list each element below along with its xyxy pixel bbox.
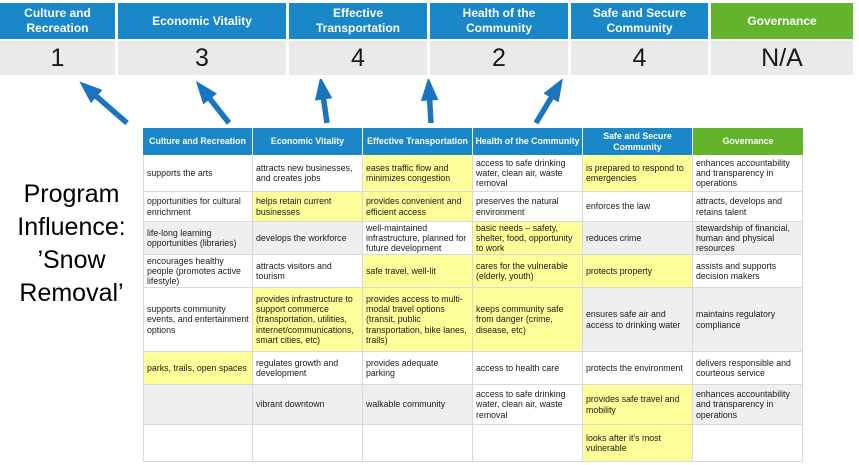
- title-line: Removal’: [19, 279, 124, 307]
- title-line: Program: [23, 180, 120, 208]
- matrix-cell: keeps community safe from danger (crime,…: [473, 288, 583, 352]
- matrix-cell: attracts visitors and tourism: [253, 255, 363, 288]
- matrix-cell: [253, 425, 363, 462]
- matrix-cell: attracts, develops and retains talent: [693, 192, 803, 222]
- matrix-cell: vibrant downtown: [253, 385, 363, 425]
- matrix-cell: provides convenient and efficient access: [363, 192, 473, 222]
- banner-header-health-of-the-community: Health of the Community: [430, 3, 568, 39]
- matrix-cell: provides safe travel and mobility: [583, 385, 693, 425]
- matrix-cell: enforces the law: [583, 192, 693, 222]
- matrix-cell: provides access to multi-modal travel op…: [363, 288, 473, 352]
- matrix-cell: safe travel, well-lit: [363, 255, 473, 288]
- matrix-cell: access to health care: [473, 352, 583, 385]
- matrix-cell: assists and supports decision makers: [693, 255, 803, 288]
- matrix-cell: walkable community: [363, 385, 473, 425]
- matrix-header-governance: Governance: [693, 128, 803, 155]
- matrix-cell: delivers responsible and courteous servi…: [693, 352, 803, 385]
- matrix-header-culture-and-recreation: Culture and Recreation: [143, 128, 253, 155]
- arrow-economic-vitality: [195, 80, 232, 125]
- banner-header-governance: Governance: [711, 3, 853, 39]
- banner-score-economic-vitality: 3: [118, 41, 286, 75]
- banner-score-governance: N/A: [711, 41, 853, 75]
- matrix-cell: protects property: [583, 255, 693, 288]
- matrix-cell: eases traffic flow and minimizes congest…: [363, 155, 473, 192]
- matrix-cell: is prepared to respond to emergencies: [583, 155, 693, 192]
- banner-score-health-of-the-community: 2: [430, 41, 568, 75]
- priority-banner: Culture and Recreation Economic Vitality E…: [0, 3, 853, 75]
- matrix-cell: enhances accountability and transparency…: [693, 385, 803, 425]
- matrix-cell: encourages healthy people (promotes acti…: [143, 255, 253, 288]
- matrix-cell: regulates growth and development: [253, 352, 363, 385]
- banner-score-culture-and-recreation: 1: [0, 41, 115, 75]
- matrix-cell: ensures safe air and access to drinking …: [583, 288, 693, 352]
- influence-arrows: [79, 79, 563, 126]
- matrix-cell: supports community events, and entertain…: [143, 288, 253, 352]
- matrix-cell: looks after it's most vulnerable: [583, 425, 693, 462]
- banner-score-effective-transportation: 4: [289, 41, 427, 75]
- matrix-header-safe-and-secure-community: Safe and Secure Community: [583, 128, 693, 155]
- matrix-header-health-of-the-community: Health of the Community: [473, 128, 583, 155]
- matrix-cell: provides infrastructure to support comme…: [253, 288, 363, 352]
- banner-header-culture-and-recreation: Culture and Recreation: [0, 3, 115, 39]
- matrix-cell: [143, 385, 253, 425]
- matrix-cell: protects the environment: [583, 352, 693, 385]
- arrow-effective-transportation: [314, 79, 333, 124]
- title-line: Influence:: [17, 213, 126, 241]
- program-influence-title: Program Influence: ’Snow Removal’: [0, 178, 143, 310]
- matrix-cell: [473, 425, 583, 462]
- banner-header-safe-and-secure-community: Safe and Secure Community: [571, 3, 708, 39]
- matrix-cell: helps retain current businesses: [253, 192, 363, 222]
- matrix-cell: basic needs – safety, shelter, food, opp…: [473, 222, 583, 255]
- matrix-cell: stewardship of financial, human and phys…: [693, 222, 803, 255]
- matrix-cell: access to safe drinking water, clean air…: [473, 155, 583, 192]
- banner-header-economic-vitality: Economic Vitality: [118, 3, 286, 39]
- matrix-cell: opportunities for cultural enrichment: [143, 192, 253, 222]
- banner-score-safe-and-secure-community: 4: [571, 41, 708, 75]
- matrix-cell: preserves the natural environment: [473, 192, 583, 222]
- matrix-header-economic-vitality: Economic Vitality: [253, 128, 363, 155]
- arrow-culture-and-recreation: [79, 81, 129, 126]
- matrix-cell: provides adequate parking: [363, 352, 473, 385]
- title-line: ’Snow: [37, 246, 106, 274]
- arrow-safe-and-secure-community: [533, 79, 563, 125]
- matrix-header-effective-transportation: Effective Transportation: [363, 128, 473, 155]
- matrix-cell: enhances accountability and transparency…: [693, 155, 803, 192]
- matrix-cell: [363, 425, 473, 462]
- matrix-cell: maintains regulatory compliance: [693, 288, 803, 352]
- matrix-cell: supports the arts: [143, 155, 253, 192]
- matrix-cell: cares for the vulnerable (elderly, youth…: [473, 255, 583, 288]
- arrow-health-of-the-community: [420, 79, 439, 124]
- matrix-cell: reduces crime: [583, 222, 693, 255]
- banner-header-effective-transportation: Effective Transportation: [289, 3, 427, 39]
- matrix-cell: life-long learning opportunities (librar…: [143, 222, 253, 255]
- influence-matrix: Culture and Recreation Economic Vitality E…: [143, 128, 803, 462]
- matrix-cell: [143, 425, 253, 462]
- matrix-cell: parks, trails, open spaces: [143, 352, 253, 385]
- matrix-cell: attracts new businesses, and creates job…: [253, 155, 363, 192]
- matrix-cell: [693, 425, 803, 462]
- matrix-cell: access to safe drinking water, clean air…: [473, 385, 583, 425]
- matrix-cell: well-maintained infrastructure, planned …: [363, 222, 473, 255]
- matrix-cell: develops the workforce: [253, 222, 363, 255]
